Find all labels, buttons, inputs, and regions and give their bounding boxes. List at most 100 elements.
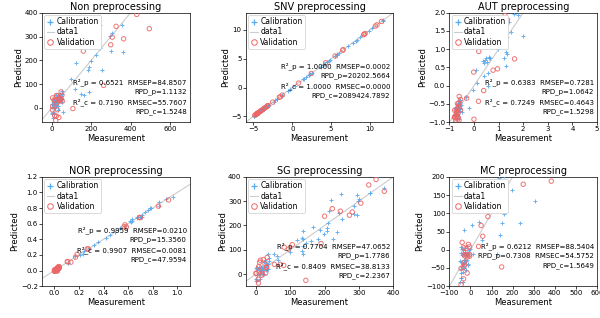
Point <box>455 101 464 106</box>
Point <box>308 225 318 230</box>
Point <box>500 211 509 216</box>
Point <box>510 56 520 61</box>
Point <box>53 268 62 273</box>
Point <box>262 261 271 266</box>
Point <box>304 73 313 78</box>
Point <box>457 245 466 250</box>
Point <box>257 270 266 275</box>
Point <box>254 281 263 286</box>
Point <box>257 265 267 270</box>
Point <box>459 245 469 250</box>
Point <box>459 257 469 262</box>
Point <box>320 61 329 66</box>
Point <box>458 270 468 275</box>
Point <box>53 266 62 271</box>
Point <box>277 93 287 98</box>
Point <box>57 93 67 98</box>
Point <box>307 71 317 76</box>
Point <box>50 268 59 273</box>
Point <box>452 101 462 106</box>
Point <box>453 111 463 116</box>
Point <box>268 100 277 105</box>
Point <box>572 113 582 118</box>
Point <box>299 76 309 81</box>
Point <box>456 251 466 256</box>
Point <box>478 234 488 239</box>
Point <box>257 108 266 113</box>
Point <box>316 64 325 69</box>
Point <box>112 24 121 29</box>
Point <box>364 29 373 34</box>
Point <box>359 32 368 37</box>
Point <box>54 264 64 269</box>
Point <box>380 189 389 194</box>
Point <box>264 103 274 108</box>
Point <box>50 98 59 103</box>
Point <box>262 104 271 109</box>
Point <box>502 52 511 57</box>
Point <box>259 107 268 112</box>
Text: R²_p = 0.6383  RMSEP=0.7281
RPD_p=1.0642
R²_c = 0.7249  RMSEC=0.4643
RPD_c=1.529: R²_p = 0.6383 RMSEP=0.7281 RPD_p=1.0642 … <box>485 78 594 115</box>
Point <box>502 160 511 165</box>
Point <box>254 109 264 114</box>
Point <box>261 105 271 110</box>
Point <box>48 116 58 121</box>
Point <box>253 110 263 115</box>
Point <box>264 256 274 261</box>
Point <box>146 206 155 211</box>
Point <box>52 267 62 272</box>
Point <box>353 193 362 198</box>
Point <box>502 34 512 39</box>
Point <box>53 266 63 271</box>
Point <box>452 109 462 114</box>
Point <box>127 217 137 222</box>
Point <box>49 99 58 104</box>
Point <box>354 197 364 202</box>
Point <box>53 266 63 272</box>
Title: Non preprocessing: Non preprocessing <box>70 2 161 12</box>
Point <box>251 112 260 117</box>
Point <box>53 107 62 112</box>
Point <box>322 228 331 233</box>
Point <box>51 266 61 271</box>
Point <box>356 201 365 206</box>
Point <box>51 102 61 107</box>
Point <box>523 116 532 121</box>
Point <box>326 197 336 203</box>
Point <box>48 104 58 109</box>
Point <box>351 38 361 43</box>
Point <box>57 99 67 104</box>
Point <box>269 99 278 104</box>
Point <box>50 267 59 273</box>
Point <box>449 115 459 120</box>
Point <box>305 72 315 77</box>
Point <box>52 264 62 269</box>
Point <box>488 68 498 73</box>
Point <box>515 221 524 226</box>
Point <box>140 210 149 215</box>
Point <box>62 259 72 264</box>
Point <box>152 0 162 2</box>
Point <box>54 98 64 103</box>
Point <box>52 95 62 100</box>
Point <box>256 267 266 272</box>
Point <box>49 111 59 116</box>
Point <box>338 216 347 221</box>
Point <box>54 265 64 270</box>
Point <box>127 219 136 225</box>
Point <box>290 83 299 88</box>
Point <box>53 266 62 271</box>
Point <box>53 266 63 271</box>
Point <box>53 267 62 272</box>
Point <box>122 225 131 230</box>
Point <box>465 252 475 257</box>
Point <box>78 251 88 256</box>
Point <box>101 236 111 241</box>
Point <box>275 262 285 267</box>
Point <box>473 244 483 249</box>
Point <box>550 105 559 110</box>
Point <box>336 191 346 197</box>
Point <box>259 106 269 111</box>
Point <box>472 288 481 293</box>
Point <box>344 213 354 218</box>
